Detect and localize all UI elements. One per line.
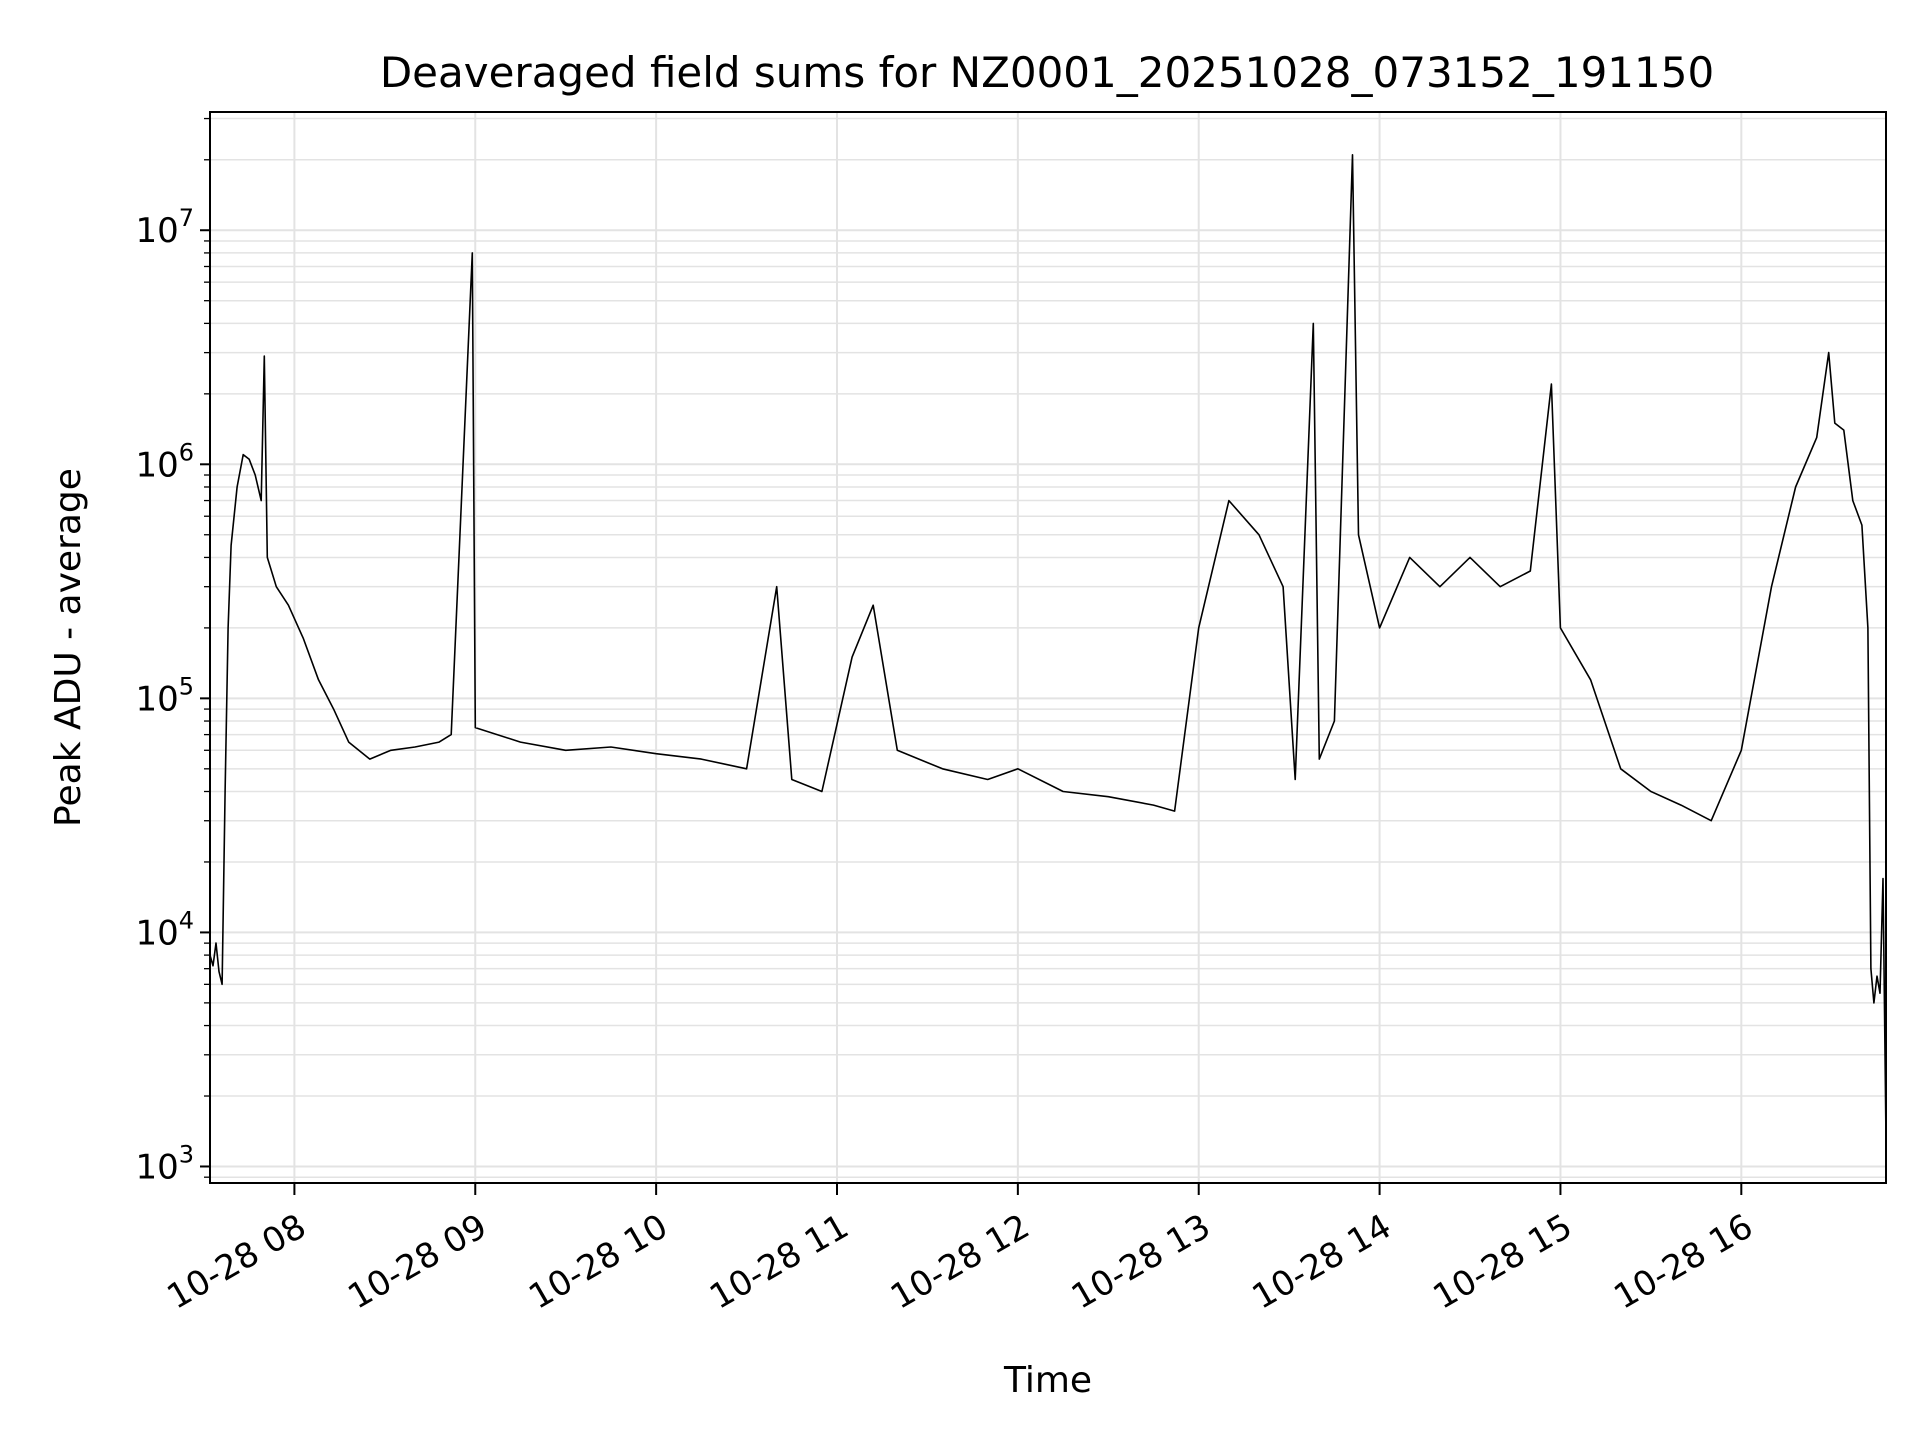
axes-frame [209,111,1887,1184]
x-axis-label: Time [1003,1360,1092,1401]
y-tick-label: 107 [135,204,194,251]
y-tick-label: 104 [135,906,194,953]
x-tick-label: 10-28 08 [161,1206,313,1317]
x-tick-label: 10-28 14 [1246,1206,1398,1317]
tick-group: 103 104 105 106 107 10-28 08 10-28 09 10-28 10 1… [135,117,1760,1317]
chart-title: Deaveraged field sums for NZ0001_2025102… [380,48,1714,97]
x-tick-label: 10-28 13 [1065,1206,1217,1317]
grid [210,112,1886,1183]
x-tick-label: 10-28 09 [341,1206,493,1317]
x-tick-label: 10-28 12 [884,1206,1036,1317]
y-tick-label: 103 [135,1140,194,1187]
y-tick-label: 106 [135,438,194,485]
x-tick-label: 10-28 11 [703,1206,855,1317]
x-tick-label: 10-28 15 [1427,1206,1579,1317]
y-axis-label: Peak ADU - average [48,468,89,827]
x-tick-label: 10-28 10 [522,1206,674,1317]
y-tick-label: 105 [135,672,194,719]
series-group [209,154,1887,1140]
x-tick-label: 10-28 16 [1607,1206,1759,1317]
series-line [209,154,1887,1140]
